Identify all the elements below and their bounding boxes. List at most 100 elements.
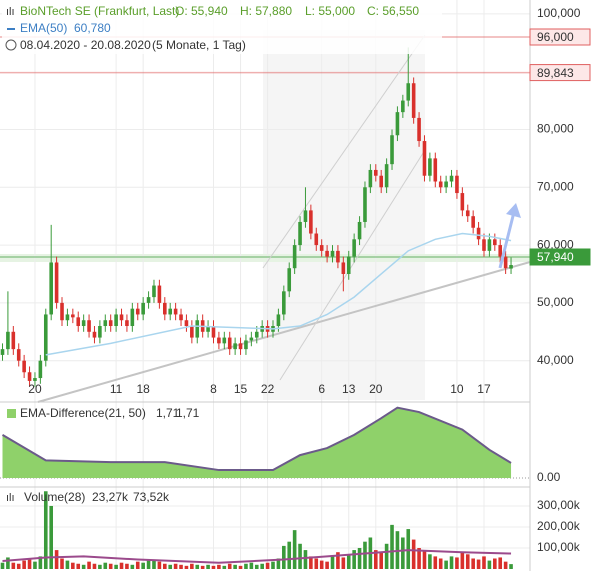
chart-title: BioNTech SE (Frankfurt, Last) [20, 4, 179, 18]
candle-body [401, 100, 405, 113]
candle-body [217, 337, 221, 344]
candle-body [163, 302, 167, 315]
candle-body [0, 349, 5, 355]
channel-upper [262, 34, 426, 269]
volume-bar [146, 560, 151, 569]
volume-bar [92, 563, 97, 569]
x-tick-label: 22 [261, 382, 275, 396]
candle-body [146, 297, 151, 303]
candle-body [330, 250, 335, 257]
volume-bar [455, 557, 459, 569]
volume-bar [60, 558, 64, 569]
volume-bar [190, 563, 194, 569]
volume-bar [98, 564, 102, 569]
ema-legend: EMA(50) [20, 21, 67, 35]
volume-bar [379, 552, 383, 569]
period: (5 Monate, 1 Tag) [152, 38, 246, 52]
volume-bar [401, 537, 405, 569]
trend-line [37, 261, 531, 403]
candle-body [98, 326, 102, 338]
y-tick-label: 0.00 [537, 470, 561, 484]
candle-body [38, 360, 43, 379]
candle-body [341, 262, 346, 274]
volume-bar [33, 561, 37, 569]
volume-bar [417, 547, 421, 569]
volume-bar [363, 541, 367, 569]
volume-bar [314, 558, 319, 569]
candle-body [319, 245, 324, 251]
candle-body [444, 181, 448, 188]
volume-bar [22, 560, 26, 569]
candle-body [363, 187, 367, 222]
candle-body [509, 265, 513, 269]
candle-body [179, 314, 183, 321]
level-box [529, 28, 591, 46]
volume-bar [249, 562, 254, 569]
volume-bar [325, 561, 329, 569]
volume-bar [54, 550, 59, 569]
volume-bar [444, 560, 448, 569]
volume-bar [465, 554, 470, 569]
candle-body [298, 221, 302, 246]
ohlc-open: O: 55,940 [175, 4, 228, 18]
y-tick-label: 40,000 [537, 353, 574, 367]
candle-body [438, 181, 443, 188]
volume-bar [217, 564, 221, 569]
volume-bar [460, 552, 465, 569]
candle-body [336, 250, 340, 263]
x-tick-label: 10 [450, 382, 464, 396]
volume-bar [287, 541, 292, 569]
candle-body [465, 210, 470, 217]
volume-bar [292, 530, 297, 569]
volume-bar [43, 491, 48, 569]
candle-body [368, 169, 373, 188]
volume-bar [184, 565, 189, 569]
level-label: 89,843 [537, 66, 574, 80]
volume-bar [271, 561, 275, 569]
volume-bar [503, 561, 508, 569]
volume-bar [411, 539, 416, 569]
candle-body [460, 193, 465, 211]
candle-body [325, 250, 329, 257]
candle-body [498, 245, 503, 257]
volume-bar [130, 564, 135, 569]
volume-bar [206, 564, 210, 569]
volume-bar [476, 559, 481, 569]
volume-bar [482, 556, 486, 569]
ohlc-close: C: 56,550 [367, 4, 419, 18]
volume-bar [233, 564, 237, 569]
ema-legend-value: 60,780 [74, 21, 111, 35]
forecast-arrowhead [506, 203, 521, 218]
volume-bar [498, 557, 503, 569]
candle-body [60, 302, 64, 321]
volume-legend: Volume(28) [24, 490, 85, 504]
candle-body [65, 314, 70, 321]
volume-bar [509, 564, 513, 569]
volume-bar [373, 550, 378, 569]
volume-bar [309, 556, 313, 569]
y-tick-label: 70,000 [537, 179, 574, 193]
candle-body [449, 175, 454, 182]
candle-body [168, 308, 173, 315]
candle-body [152, 285, 156, 298]
candle-body [503, 256, 508, 269]
volume-bar [81, 564, 86, 569]
volume-bar [87, 561, 91, 569]
volume-bar [244, 563, 248, 569]
volume-bar [200, 565, 205, 569]
x-tick-label: 13 [342, 382, 356, 396]
candle-body [87, 320, 91, 332]
highlight-zone [263, 30, 425, 400]
clock-icon [5, 39, 17, 51]
candle-body [54, 262, 59, 303]
volume-bar [471, 558, 475, 569]
volume-bar [16, 563, 21, 569]
legend-bg [2, 0, 442, 54]
volume-bar [222, 565, 227, 569]
volume-bar [27, 559, 32, 569]
volume-bar [103, 562, 108, 569]
volume-bar [336, 552, 340, 569]
candle-body [249, 337, 254, 341]
volume-bar [71, 562, 75, 569]
candle-body [125, 320, 129, 327]
